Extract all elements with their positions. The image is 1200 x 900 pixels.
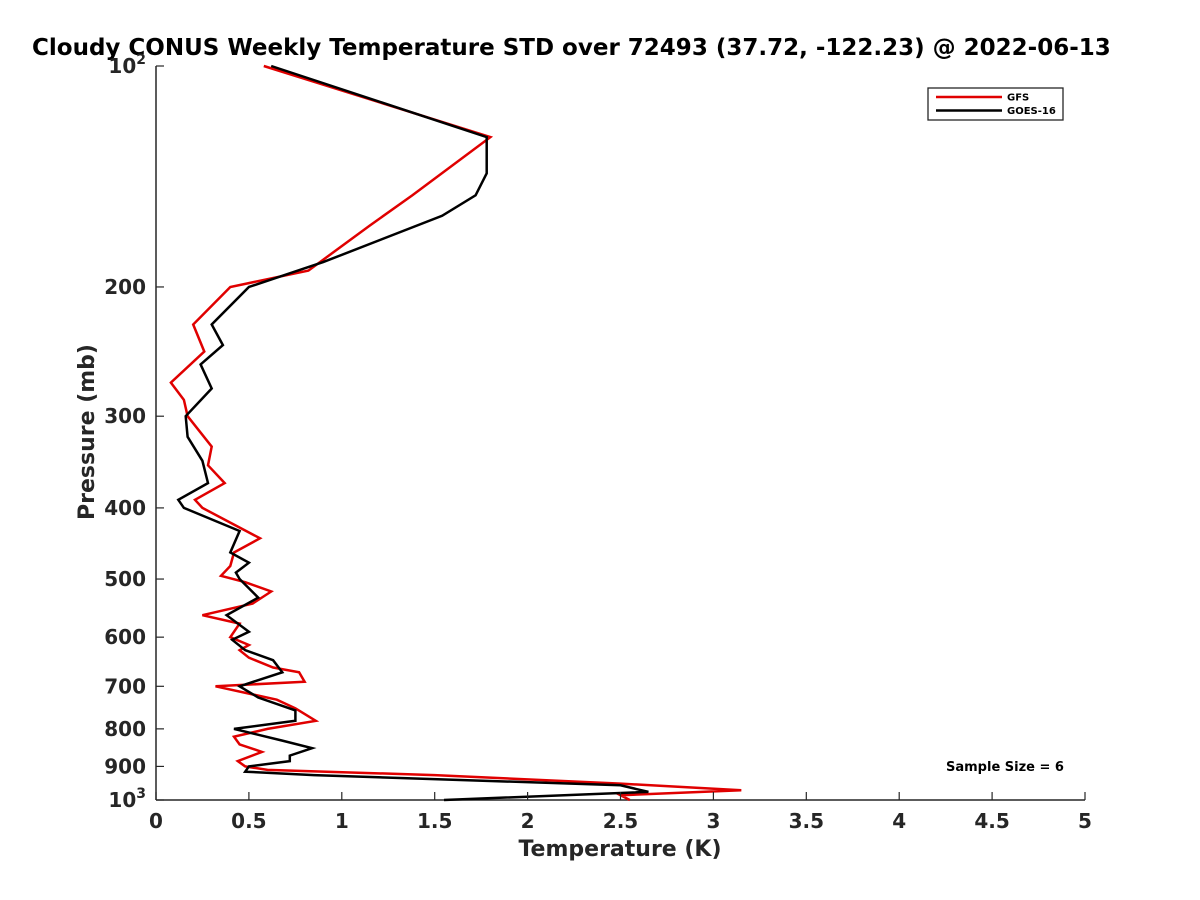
y-tick-label: 800 bbox=[104, 717, 146, 741]
y-tick-label: 102 bbox=[108, 52, 146, 78]
axes bbox=[155, 66, 1085, 801]
x-tick-label: 3.5 bbox=[789, 809, 824, 833]
x-tick-label: 0.5 bbox=[231, 809, 266, 833]
x-tick-label: 2.5 bbox=[603, 809, 638, 833]
y-axis-label: Pressure (mb) bbox=[75, 344, 100, 520]
series-layer bbox=[169, 64, 742, 802]
legend-box bbox=[927, 87, 1064, 121]
y-tick-exponent: 3 bbox=[136, 786, 146, 802]
legend-label: GFS bbox=[1007, 93, 1029, 104]
y-tick-label: 700 bbox=[104, 674, 146, 698]
x-tick-label: 1.5 bbox=[417, 809, 452, 833]
sample-size-annotation: Sample Size = 6 bbox=[946, 760, 1064, 775]
y-tick-label: 300 bbox=[104, 404, 146, 428]
x-tick-label: 3 bbox=[706, 809, 720, 833]
legend: GFS GOES-16 bbox=[927, 87, 1064, 121]
x-tick-label: 5 bbox=[1078, 809, 1092, 833]
x-ticks: 0 0.5 1 1.5 2 2.5 3 3.5 4 4.5 5 bbox=[149, 792, 1092, 833]
y-tick-label: 900 bbox=[104, 754, 146, 778]
y-tick-label: 500 bbox=[104, 567, 146, 591]
y-tick-label: 400 bbox=[104, 496, 146, 520]
chart-title: Cloudy CONUS Weekly Temperature STD over… bbox=[32, 35, 1111, 61]
legend-label: GOES-16 bbox=[1007, 106, 1056, 117]
x-tick-label: 4 bbox=[892, 809, 906, 833]
y-tick-label: 600 bbox=[104, 625, 146, 649]
y-ticks: 102 200 300 400 500 600 700 800 900 103 bbox=[104, 52, 164, 812]
x-tick-label: 1 bbox=[335, 809, 349, 833]
y-tick-label: 200 bbox=[104, 275, 146, 299]
x-tick-label: 4.5 bbox=[974, 809, 1009, 833]
y-tick-exponent: 2 bbox=[136, 52, 146, 68]
x-axis-label: Temperature (K) bbox=[518, 837, 721, 862]
y-tick-label: 103 bbox=[108, 786, 146, 812]
series-line-goes-16 bbox=[176, 64, 649, 802]
series-line-gfs bbox=[169, 64, 742, 802]
x-tick-label: 2 bbox=[521, 809, 535, 833]
x-tick-label: 0 bbox=[149, 809, 163, 833]
